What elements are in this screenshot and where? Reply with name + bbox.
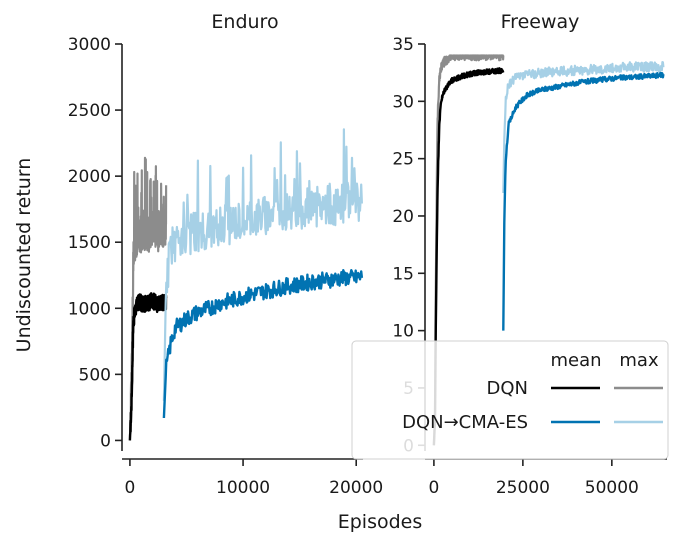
enduro-title: Enduro <box>211 11 278 33</box>
legend: mean max DQN DQN→CMA-ES <box>351 340 669 460</box>
enduro-y-tick-label: 500 <box>79 365 111 385</box>
enduro-y-tick-label: 1500 <box>68 233 111 253</box>
enduro-y-tick-label: 0 <box>100 431 111 451</box>
enduro-y-tick-label: 2000 <box>68 167 111 187</box>
enduro-y-tick-label: 2500 <box>68 101 111 121</box>
legend-header-max: max <box>619 350 659 371</box>
freeway-y-tick-label: 25 <box>392 150 414 170</box>
enduro-y-ticks: 0 500 1000 1500 2000 2500 3000 <box>68 35 122 451</box>
enduro-series-dqn-cma-es-max <box>162 128 363 401</box>
freeway-y-tick-label: 10 <box>392 322 414 342</box>
enduro-series-dqn-mean <box>128 292 168 441</box>
x-axis-label: Episodes <box>338 511 423 533</box>
freeway-series-dqn-cma-es-mean <box>502 71 665 331</box>
legend-header-mean: mean <box>550 350 601 371</box>
legend-frame <box>351 340 669 460</box>
freeway-y-tick-label: 30 <box>392 92 414 112</box>
freeway-series-dqn-mean <box>432 67 505 446</box>
freeway-series-dqn-max <box>432 54 505 446</box>
freeway-x-tick-label: 50000 <box>585 478 639 498</box>
freeway-x-ticks: 0 25000 50000 <box>428 459 639 498</box>
freeway-y-tick-label: 15 <box>392 264 414 284</box>
freeway-series-group <box>432 54 665 446</box>
enduro-y-tick-label: 3000 <box>68 35 111 55</box>
enduro-x-tick-label: 20000 <box>329 478 383 498</box>
enduro-series-group <box>128 128 364 441</box>
enduro-y-tick-label: 1000 <box>68 299 111 319</box>
enduro-panel: Enduro 0 500 1000 1500 2000 2500 3000 0 10000 20… <box>68 11 384 498</box>
enduro-series-dqn-cma-es-mean <box>162 269 364 419</box>
enduro-series-dqn-max <box>128 156 168 441</box>
freeway-y-tick-label: 35 <box>392 35 414 55</box>
legend-label-dqn-cmaes: DQN→CMA-ES <box>402 412 528 433</box>
freeway-y-tick-label: 20 <box>392 207 414 227</box>
enduro-x-ticks: 0 10000 20000 <box>125 459 383 498</box>
freeway-series-dqn-cma-es-max <box>502 60 665 194</box>
enduro-x-tick-label: 10000 <box>216 478 270 498</box>
freeway-x-tick-label: 0 <box>428 478 439 498</box>
legend-label-dqn: DQN <box>487 378 529 399</box>
y-axis-label: Undiscounted return <box>13 158 35 353</box>
freeway-title: Freeway <box>501 11 580 33</box>
freeway-x-tick-label: 25000 <box>496 478 550 498</box>
enduro-x-tick-label: 0 <box>125 478 136 498</box>
